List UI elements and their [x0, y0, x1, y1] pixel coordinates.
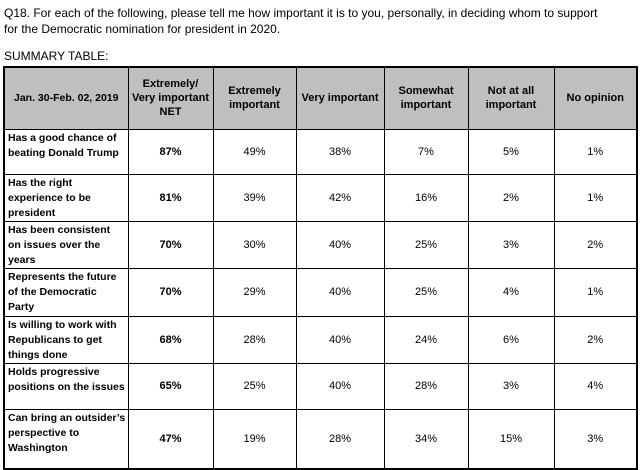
- value-cell: 3%: [467, 220, 555, 269]
- value-cell: 2%: [553, 315, 638, 364]
- question-line-1: Q18. For each of the following, please t…: [4, 6, 598, 20]
- net-cell: 70%: [127, 220, 214, 269]
- header-cell-somewhat: Somewhat important: [383, 66, 469, 130]
- net-cell: 68%: [127, 315, 214, 364]
- value-cell: 25%: [383, 220, 469, 269]
- table-row: Can bring an outsider’s perspective to W…: [3, 408, 638, 470]
- value-cell: 29%: [212, 267, 297, 317]
- summary-table: Jan. 30-Feb. 02, 2019 Extremely/ Very im…: [3, 66, 638, 470]
- header-cell-date-range: Jan. 30-Feb. 02, 2019: [3, 66, 129, 130]
- value-cell: 28%: [383, 362, 469, 410]
- net-cell: 47%: [127, 408, 214, 470]
- value-cell: 49%: [212, 128, 297, 175]
- value-cell: 2%: [467, 173, 555, 222]
- value-cell: 3%: [553, 408, 638, 470]
- value-cell: 1%: [553, 267, 638, 317]
- value-cell: 39%: [212, 173, 297, 222]
- value-cell: 4%: [467, 267, 555, 317]
- value-cell: 3%: [467, 362, 555, 410]
- value-cell: 6%: [467, 315, 555, 364]
- question-text: Q18. For each of the following, please t…: [4, 5, 636, 37]
- row-label-cell: Is willing to work with Republicans to g…: [3, 315, 129, 364]
- header-cell-very: Very important: [295, 66, 385, 130]
- value-cell: 7%: [383, 128, 469, 175]
- question-line-2: for the Democratic nomination for presid…: [4, 22, 281, 36]
- value-cell: 4%: [553, 362, 638, 410]
- header-cell-no-opinion: No opinion: [553, 66, 638, 130]
- value-cell: 40%: [295, 267, 385, 317]
- table-row: Is willing to work with Republicans to g…: [3, 315, 638, 364]
- value-cell: 34%: [383, 408, 469, 470]
- value-cell: 5%: [467, 128, 555, 175]
- net-cell: 65%: [127, 362, 214, 410]
- document-page: Q18. For each of the following, please t…: [0, 5, 640, 470]
- value-cell: 38%: [295, 128, 385, 175]
- header-row: Jan. 30-Feb. 02, 2019 Extremely/ Very im…: [3, 66, 638, 130]
- row-label-cell: Represents the future of the Democratic …: [3, 267, 129, 317]
- table-row: Holds progressive positions on the issue…: [3, 362, 638, 410]
- header-cell-not-at-all: Not at all important: [467, 66, 555, 130]
- row-label-cell: Holds progressive positions on the issue…: [3, 362, 129, 410]
- value-cell: 2%: [553, 220, 638, 269]
- value-cell: 19%: [212, 408, 297, 470]
- net-cell: 87%: [127, 128, 214, 175]
- table-row: Has a good chance of beating Donald Trum…: [3, 128, 638, 175]
- value-cell: 40%: [295, 315, 385, 364]
- row-label-cell: Can bring an outsider’s perspective to W…: [3, 408, 129, 470]
- row-label-cell: Has a good chance of beating Donald Trum…: [3, 128, 129, 175]
- value-cell: 28%: [295, 408, 385, 470]
- value-cell: 28%: [212, 315, 297, 364]
- net-cell: 70%: [127, 267, 214, 317]
- table-row: Has the right experience to be president…: [3, 173, 638, 222]
- value-cell: 40%: [295, 362, 385, 410]
- value-cell: 25%: [383, 267, 469, 317]
- table-row: Has been consistent on issues over the y…: [3, 220, 638, 269]
- row-label-cell: Has the right experience to be president: [3, 173, 129, 222]
- net-cell: 81%: [127, 173, 214, 222]
- value-cell: 1%: [553, 173, 638, 222]
- value-cell: 25%: [212, 362, 297, 410]
- value-cell: 15%: [467, 408, 555, 470]
- header-cell-extremely: Extremely important: [212, 66, 297, 130]
- header-cell-net: Extremely/ Very important NET: [127, 66, 214, 130]
- value-cell: 40%: [295, 220, 385, 269]
- summary-table-label: SUMMARY TABLE:: [4, 49, 109, 63]
- value-cell: 30%: [212, 220, 297, 269]
- table-row: Represents the future of the Democratic …: [3, 267, 638, 317]
- value-cell: 24%: [383, 315, 469, 364]
- value-cell: 16%: [383, 173, 469, 222]
- value-cell: 42%: [295, 173, 385, 222]
- value-cell: 1%: [553, 128, 638, 175]
- row-label-cell: Has been consistent on issues over the y…: [3, 220, 129, 269]
